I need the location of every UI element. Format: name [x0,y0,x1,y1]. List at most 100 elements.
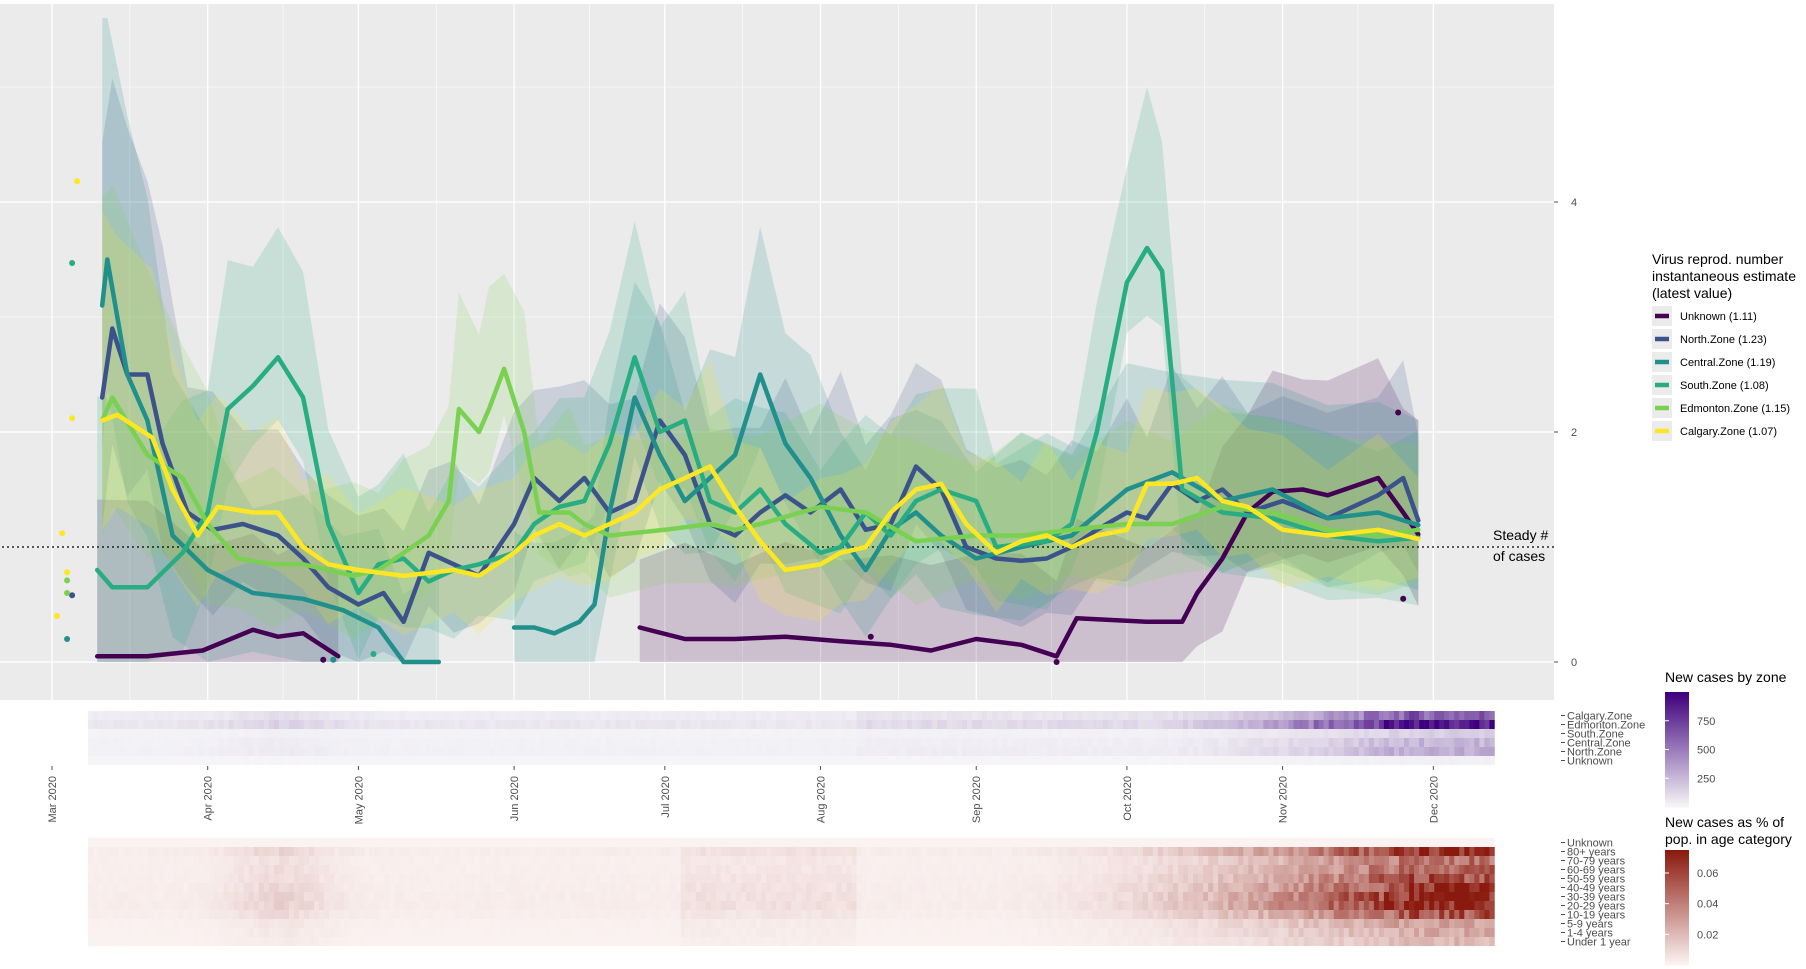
age-cell [369,874,375,883]
age-cell [223,928,229,937]
age-cell [228,847,234,856]
zone-cell [459,711,466,720]
zone-cell [1303,738,1309,747]
zone-cell [781,747,787,756]
zone-cell [314,711,320,720]
age-cell [1017,865,1023,874]
age-cell [1032,901,1038,910]
age-cell [1454,847,1460,856]
age-cell [941,919,948,928]
zone-cell [730,738,737,747]
age-cell [123,856,129,865]
zone-cell [233,738,239,747]
zone-cell [841,756,847,765]
age-cell [735,865,742,874]
age-cell [1383,874,1390,883]
age-cell [1097,928,1103,937]
age-cell [394,928,400,937]
age-cell [881,874,887,883]
zone-cell [374,738,380,747]
zone-cell [233,711,239,720]
zone-cell [1238,720,1244,729]
age-cell [620,883,626,892]
zone-cell [746,738,752,747]
age-cell [535,928,541,937]
zone-cell [1077,756,1083,765]
age-cell [906,892,913,901]
zone-colorbar-step [1665,734,1689,737]
zone-cell [263,711,270,720]
age-cell [1253,919,1259,928]
age-cell [1047,901,1053,910]
age-cell [1027,910,1033,919]
age-cell [1183,910,1189,919]
age-cell [519,928,526,937]
age-cell [796,874,802,883]
zone-cell [314,729,320,738]
age-cell [1454,901,1460,910]
zone-heatmap [88,711,1495,765]
zone-cell [761,747,767,756]
zone-cell [1373,711,1380,720]
age-cell [1112,910,1119,919]
zone-cell [424,756,430,765]
age-cell [1399,892,1405,901]
zone-cell [243,756,250,765]
zone-cell [379,720,385,729]
age-cell [675,865,682,874]
age-cell [489,928,496,937]
age-cell [1409,883,1415,892]
zone-cell [379,711,385,720]
age-cell [283,874,290,883]
age-cell [540,856,546,865]
age-cell [1067,910,1073,919]
age-cell [841,838,847,847]
zone-colorbar-step [1665,736,1689,739]
zone-cell [414,756,420,765]
age-cell [1404,838,1410,847]
age-cell [931,928,938,937]
zone-cell [1027,729,1033,738]
age-cell [881,919,887,928]
age-cell [786,919,792,928]
age-cell [595,847,601,856]
age-cell [1087,883,1093,892]
y-tick-label: 0 [1571,657,1577,669]
age-cell [650,838,656,847]
age-cell [1393,838,1400,847]
age-cell [1388,901,1395,910]
age-cell [650,874,656,883]
age-cell [173,892,179,901]
age-cell [530,928,536,937]
zone-cell [1258,711,1264,720]
zone-cell [153,738,159,747]
age-cell [1022,883,1028,892]
age-cell [1027,901,1033,910]
age-cell [1263,928,1269,937]
zone-cell [590,720,596,729]
age-cell [384,919,390,928]
age-cell [273,883,280,892]
age-cell [781,919,787,928]
age-cell [1228,892,1234,901]
age-cell [936,838,943,847]
age-cell [208,892,214,901]
age-cell [751,901,757,910]
age-cell [530,883,536,892]
zone-cell [751,738,757,747]
age-cell [665,856,671,865]
age-cell [273,856,280,865]
zone-cell [525,729,531,738]
age-cell [640,928,646,937]
age-cell [1454,856,1460,865]
age-cell [1177,901,1184,910]
age-cell [404,892,410,901]
zone-colorbar-step [1665,801,1689,804]
age-cell [1414,919,1420,928]
zone-cell [595,738,601,747]
zone-cell [1449,729,1455,738]
age-cell [273,838,280,847]
zone-cell [268,711,275,720]
zone-cell [258,756,265,765]
age-cell [690,919,697,928]
